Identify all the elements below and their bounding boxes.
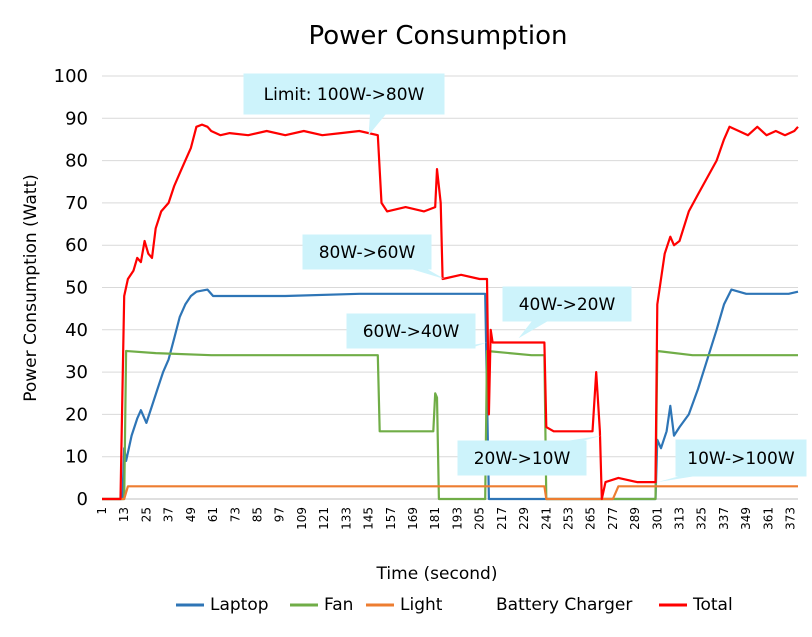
x-tick-label: 85 [250, 507, 264, 522]
y-axis-ticks: 0 10 20 30 40 50 60 70 80 90 100 [54, 66, 88, 510]
annotation-pointer [566, 435, 602, 441]
annotation-text: 80W->60W [319, 243, 416, 263]
x-tick-label: 361 [761, 507, 775, 530]
x-tick-label: 133 [339, 507, 353, 530]
y-tick-label: 30 [65, 362, 88, 383]
y-tick-label: 90 [65, 108, 88, 129]
legend-label: Battery Charger [496, 595, 632, 615]
annotation-box [457, 440, 587, 476]
annotation-box [675, 439, 807, 477]
legend: Laptop Fan Light Battery Charger Total [176, 595, 733, 615]
x-tick-label: 253 [561, 507, 575, 530]
y-tick-label: 70 [65, 193, 88, 214]
x-tick-label: 193 [450, 507, 464, 530]
annotation-text: 10W->100W [687, 449, 795, 469]
x-tick-label: 121 [317, 507, 331, 530]
annotation-callout: 80W->60W [302, 234, 445, 279]
x-tick-label: 13 [117, 507, 131, 522]
annotation-box [502, 286, 632, 322]
series-lines [102, 123, 799, 501]
x-tick-label: 145 [362, 507, 376, 530]
x-tick-label: 313 [673, 507, 687, 530]
annotation-pointer [518, 321, 548, 339]
x-tick-label: 217 [495, 507, 509, 530]
y-tick-label: 40 [65, 320, 88, 341]
annotation-pointer [411, 269, 445, 279]
legend-label: Light [400, 595, 443, 615]
gridlines [102, 75, 798, 458]
legend-label: Laptop [210, 595, 269, 615]
x-tick-label: 61 [206, 507, 220, 522]
annotations: Limit: 100W->80W 80W->60W 60W->40W 40W->20W… [243, 73, 807, 483]
series-line-total [102, 123, 799, 501]
legend-item: Laptop [176, 595, 269, 615]
x-tick-label: 289 [628, 507, 642, 530]
annotation-text: 60W->40W [363, 322, 460, 342]
annotation-callout: 60W->40W [346, 313, 487, 349]
y-tick-label: 80 [65, 151, 88, 172]
x-tick-label: 205 [473, 507, 487, 530]
annotation-pointer [368, 114, 386, 136]
x-tick-label: 337 [717, 507, 731, 530]
annotation-pointer [455, 342, 487, 348]
x-tick-label: 373 [784, 507, 798, 530]
x-tick-label: 349 [739, 507, 753, 530]
series-line-laptop [102, 288, 799, 501]
y-tick-label: 20 [65, 404, 88, 425]
x-tick-label: 157 [384, 507, 398, 530]
y-axis-label: Power Consumption (Watt) [21, 174, 41, 402]
annotation-callout: 20W->10W [457, 435, 602, 476]
x-tick-label: 1 [95, 507, 109, 515]
y-tick-label: 100 [54, 66, 88, 87]
x-tick-label: 73 [228, 507, 242, 522]
x-tick-label: 109 [295, 507, 309, 530]
x-tick-label: 169 [406, 507, 420, 530]
series-line-fan [102, 349, 798, 501]
x-tick-label: 229 [517, 507, 531, 530]
y-tick-label: 0 [77, 489, 88, 510]
series-line-light [102, 485, 798, 501]
annotation-box [243, 73, 445, 115]
legend-label: Fan [324, 595, 353, 615]
legend-label: Total [692, 595, 733, 615]
y-tick-label: 10 [65, 447, 88, 468]
annotation-text: Limit: 100W->80W [264, 85, 425, 105]
annotation-callout: 40W->20W [502, 286, 632, 339]
annotation-callout: Limit: 100W->80W [243, 73, 445, 136]
x-tick-label: 241 [539, 507, 553, 530]
annotation-callout: 10W->100W [657, 439, 807, 483]
x-axis-ticks: 1 13 25 37 49 61 73 85 97 109 121 133 145 157 169 181 19… [95, 507, 798, 530]
legend-item: Total [659, 595, 733, 615]
legend-item: Fan [290, 595, 353, 615]
x-tick-label: 97 [273, 507, 287, 522]
annotation-text: 20W->10W [474, 449, 571, 469]
x-tick-label: 25 [139, 507, 153, 522]
x-tick-label: 49 [184, 507, 198, 522]
x-tick-label: 277 [606, 507, 620, 530]
chart-title: Power Consumption [308, 21, 567, 51]
annotation-box [346, 313, 476, 349]
x-axis-label: Time (second) [376, 564, 498, 584]
y-tick-label: 60 [65, 235, 88, 256]
legend-item: Battery Charger [496, 595, 632, 615]
x-tick-label: 265 [584, 507, 598, 530]
x-tick-label: 181 [428, 507, 442, 530]
legend-item: Light [366, 595, 443, 615]
x-tick-label: 301 [650, 507, 664, 530]
x-tick-label: 325 [695, 507, 709, 530]
annotation-pointer [657, 476, 696, 483]
x-tick-label: 37 [162, 507, 176, 522]
annotation-box [302, 234, 432, 270]
y-tick-label: 50 [65, 278, 88, 299]
annotation-text: 40W->20W [519, 295, 616, 315]
